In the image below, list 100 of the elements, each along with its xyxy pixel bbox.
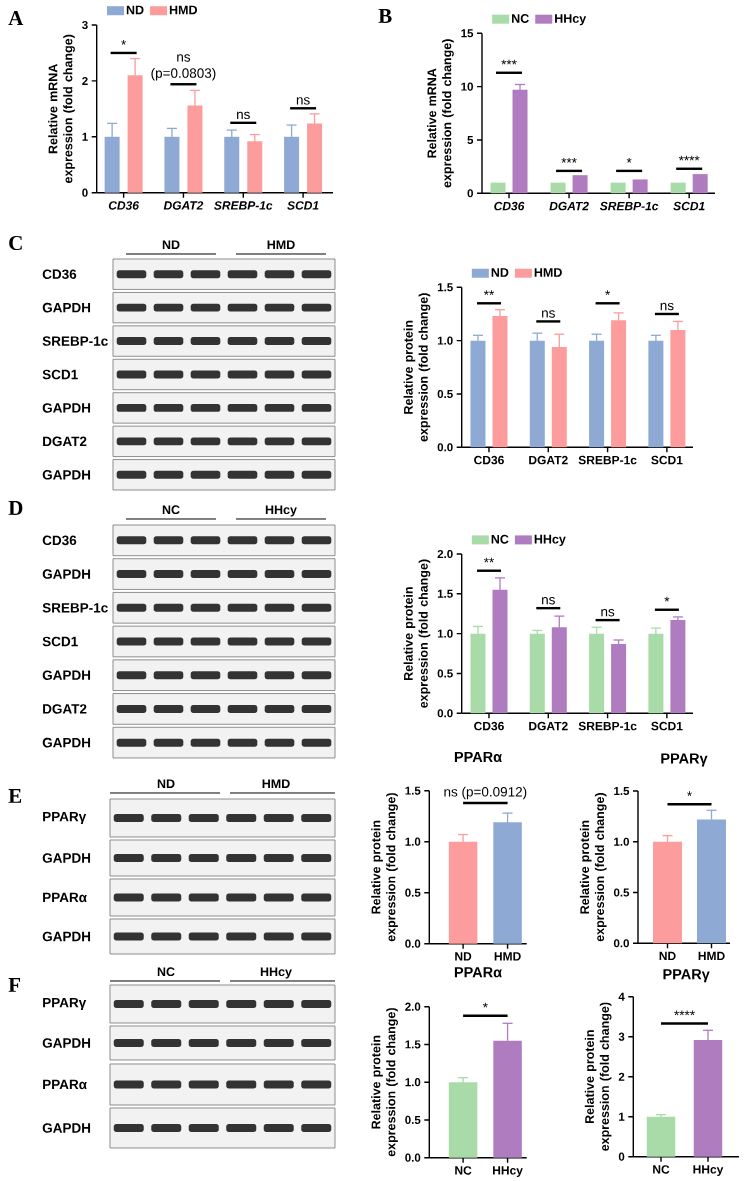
bar	[572, 175, 588, 194]
bar	[648, 633, 664, 714]
x-tick-label: SREBP-1c	[578, 455, 637, 465]
annotation: ns	[237, 111, 250, 120]
text: A	[8, 11, 24, 25]
text: GAPDH	[42, 1123, 91, 1133]
bar	[284, 136, 300, 193]
annotation: *	[482, 1002, 488, 1008]
text: GAPDH	[42, 931, 91, 942]
legend-label: NC	[491, 534, 509, 544]
y-tick-label: 0.5	[437, 389, 453, 399]
y-tick-label: 0	[618, 1152, 625, 1161]
x-tick-label: DGAT2	[529, 455, 568, 465]
y-tick-label: 0.0	[405, 939, 421, 948]
text: B	[378, 9, 392, 23]
annotation: ns (p=0.0803)	[151, 54, 216, 81]
y-tick-label: 1.0	[614, 837, 629, 846]
bar	[187, 105, 203, 193]
bar	[247, 141, 263, 193]
annotation: *	[626, 157, 632, 163]
y-tick-label: 1	[82, 132, 88, 141]
text: GAPDH	[42, 403, 91, 413]
annotation: ****	[674, 1010, 695, 1016]
text: GAPDH	[42, 853, 91, 863]
legend-label: HMD	[534, 268, 562, 277]
annotation: ns	[601, 609, 615, 617]
y-tick-label: 0	[467, 189, 473, 198]
annotation: ***	[561, 157, 577, 163]
annotation: **	[483, 290, 495, 296]
bar	[470, 340, 486, 448]
bar	[127, 75, 143, 193]
x-tick-label: CD36	[108, 201, 140, 210]
x-tick-label: ND	[659, 951, 676, 961]
text: NC	[157, 967, 175, 977]
y-tick-label: 1.5	[437, 283, 453, 292]
text: GAPDH	[42, 569, 91, 579]
annotation: ns	[660, 302, 674, 311]
y-tick-label: 1.5	[405, 1040, 421, 1049]
bar	[529, 633, 545, 714]
y-tick-label: 1	[619, 1112, 625, 1121]
text: HMD	[262, 779, 290, 788]
bar	[512, 89, 528, 194]
bar	[670, 182, 686, 194]
text: HHcy	[260, 967, 292, 979]
y-tick-label: 1.0	[437, 629, 453, 638]
x-tick-label: CD36	[494, 201, 525, 211]
chart-title: PPARα	[454, 751, 502, 763]
bar	[550, 182, 566, 194]
text: HMD	[267, 240, 295, 249]
y-tick-label: 0.5	[613, 888, 630, 897]
y-axis-title: Relative mRNA expression (fold change)	[48, 34, 75, 184]
y-tick-label: 3	[618, 1032, 625, 1041]
bar	[589, 633, 605, 714]
text: DGAT2	[43, 704, 87, 714]
text: D	[8, 501, 23, 515]
y-tick-label: 0.5	[437, 669, 453, 678]
bar	[610, 182, 626, 194]
text: F	[8, 978, 21, 992]
bar	[224, 136, 240, 193]
annotation: ns	[296, 97, 310, 105]
x-tick-label: HHcy	[493, 1166, 523, 1177]
legend-label: HHcy	[555, 14, 587, 26]
text: DGAT2	[43, 436, 87, 447]
text: PPARγ	[43, 811, 87, 825]
text: GAPDH	[42, 737, 91, 748]
y-tick-label: 1.5	[405, 786, 421, 795]
x-tick-label: CD36	[474, 721, 504, 731]
annotation: *	[687, 791, 692, 796]
x-tick-label: SCD1	[651, 455, 683, 465]
annotation: ns (p=0.0912)	[444, 786, 527, 800]
bar	[648, 340, 664, 448]
text: HHcy	[265, 505, 297, 517]
text: SCD1	[42, 636, 78, 647]
legend-label: HHcy	[534, 534, 566, 547]
bar	[470, 633, 486, 714]
annotation: *	[664, 596, 670, 602]
text: SREBP-1c	[42, 336, 108, 346]
legend-label: ND	[126, 5, 144, 15]
text: SREBP-1c	[42, 603, 108, 613]
bar	[490, 182, 506, 194]
y-tick-label: 0.5	[405, 1115, 421, 1125]
bar	[104, 136, 120, 193]
bar	[589, 340, 605, 448]
text: C	[9, 235, 22, 251]
x-tick-label: SREBP-1c	[599, 201, 659, 211]
y-tick-label: 2	[618, 1072, 625, 1081]
annotation: ns	[542, 310, 555, 318]
chart-title: PPARα	[454, 967, 502, 978]
y-tick-label: 1.5	[614, 786, 630, 795]
y-tick-label: 10	[461, 82, 473, 91]
bar	[307, 123, 323, 193]
x-tick-label: SCD1	[287, 201, 319, 210]
bar	[670, 620, 686, 714]
y-axis-title: Relative protein expression (fold change)	[371, 793, 398, 942]
text: CD36	[42, 535, 77, 546]
annotation: *	[605, 290, 611, 296]
y-tick-label: 2	[82, 76, 88, 85]
x-tick-label: SREBP-1c	[214, 201, 273, 210]
text: ND	[157, 779, 175, 788]
y-tick-label: 1.0	[437, 336, 453, 345]
